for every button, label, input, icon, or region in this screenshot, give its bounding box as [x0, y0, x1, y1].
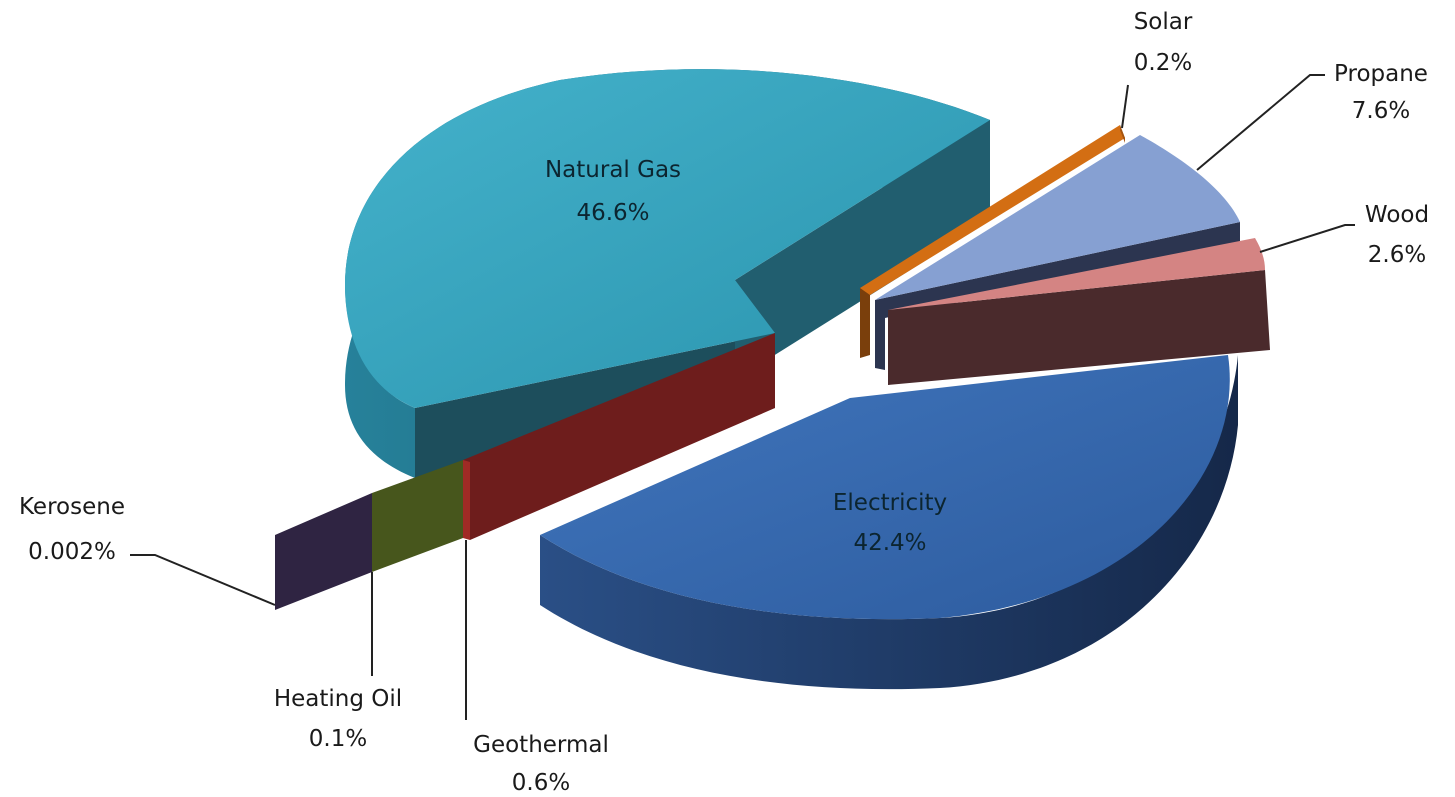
label-geothermal-name: Geothermal [473, 732, 609, 758]
slice-solar [860, 125, 1125, 358]
slice-natural-gas-front-wall [415, 333, 775, 478]
label-solar-name: Solar [1134, 9, 1193, 35]
leader-solar [1121, 84, 1129, 129]
slice-geothermal [463, 333, 775, 540]
leader-kerosene [130, 554, 276, 606]
slice-electricity-side [540, 355, 1238, 690]
slice-kerosene [275, 493, 372, 610]
slice-geothermal-wall [463, 333, 775, 540]
slice-natural-gas [345, 69, 990, 479]
slice-solar-top [860, 125, 1125, 295]
label-natural-gas-name: Natural Gas [545, 157, 681, 183]
label-natural-gas-value: 46.6% [576, 200, 649, 226]
slice-electricity [540, 355, 1238, 690]
label-wood-value: 2.6% [1368, 242, 1426, 268]
leader-propane [1196, 74, 1325, 171]
leader-lines [130, 74, 1355, 720]
slice-natural-gas-radial-wall [735, 120, 990, 380]
slice-heating-oil-wall [372, 460, 463, 572]
slice-propane-top [875, 135, 1240, 300]
slice-wood [888, 238, 1270, 385]
label-wood-name: Wood [1365, 202, 1429, 228]
label-solar-value: 0.2% [1134, 50, 1192, 76]
label-kerosene-name: Kerosene [19, 494, 125, 520]
label-geothermal-value: 0.6% [512, 770, 570, 796]
slice-solar-edge [1120, 125, 1125, 143]
label-kerosene-value: 0.002% [28, 539, 116, 565]
label-propane-name: Propane [1334, 61, 1428, 87]
label-propane-value: 7.6% [1352, 98, 1410, 124]
slice-wood-side [888, 270, 1270, 385]
label-electricity-name: Electricity [833, 490, 947, 516]
slice-kerosene-wall [275, 493, 372, 610]
slice-labels: Natural Gas 46.6% Solar 0.2% Propane 7.6… [19, 9, 1429, 796]
label-heating-oil-value: 0.1% [309, 726, 367, 752]
slice-heating-oil [372, 460, 463, 572]
slice-natural-gas-top [345, 69, 990, 409]
slice-geothermal-edge [463, 460, 470, 540]
label-heating-oil-name: Heating Oil [274, 686, 402, 712]
label-electricity-value: 42.4% [853, 530, 926, 556]
slice-electricity-top [540, 355, 1230, 620]
slice-solar-side [860, 288, 870, 358]
leader-wood [1259, 224, 1355, 253]
slice-wood-top [888, 238, 1265, 310]
